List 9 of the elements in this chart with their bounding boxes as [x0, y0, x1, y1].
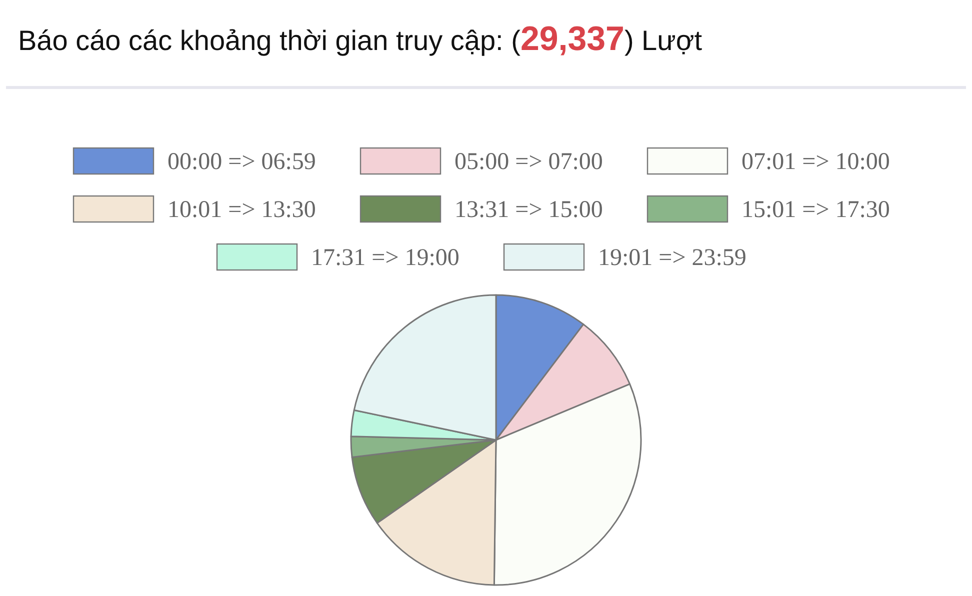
legend-label: 17:31 => 19:00 — [311, 245, 460, 271]
legend-label: 07:01 => 10:00 — [742, 149, 890, 175]
legend-label: 10:01 => 13:30 — [168, 197, 316, 223]
legend-label: 00:00 => 06:59 — [168, 149, 316, 175]
legend-label: 13:31 => 15:00 — [454, 197, 603, 223]
legend-label: 05:00 => 07:00 — [454, 149, 603, 175]
chart-title: Báo cáo các khoảng thời gian truy cập: (29,337) Lượt — [18, 20, 702, 58]
legend-label: 19:01 => 23:59 — [598, 245, 746, 271]
legend-label: 15:01 => 17:30 — [742, 197, 890, 223]
